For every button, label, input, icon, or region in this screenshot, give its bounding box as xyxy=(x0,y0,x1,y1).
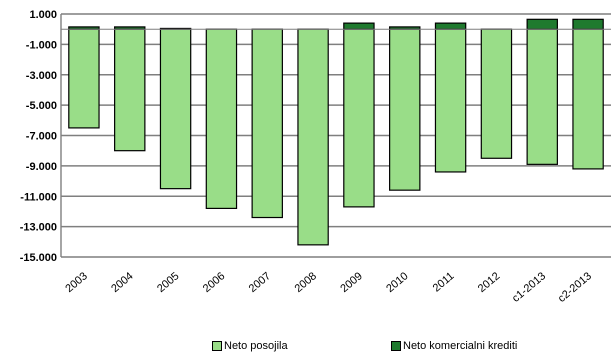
x-tick-label: 2007 xyxy=(247,270,273,295)
y-tick-label: -13.000 xyxy=(20,222,57,234)
bar-neto-komercialni-krediti xyxy=(526,18,558,30)
y-tick-label: -5.000 xyxy=(26,100,57,112)
x-tick-label: c1-2013 xyxy=(510,270,548,305)
legend-swatch-neto-posojila xyxy=(212,341,222,351)
x-tick-label: 2010 xyxy=(384,270,410,295)
legend-item-neto-komercialni-krediti: Neto komercialni krediti xyxy=(391,340,517,352)
x-tick-label: 2005 xyxy=(155,270,181,295)
y-tick-label: -11.000 xyxy=(20,191,57,203)
bar-neto-posojila xyxy=(68,28,100,129)
bar-neto-posojila xyxy=(205,28,238,209)
legend-item-neto-posojila: Neto posojila xyxy=(212,340,288,352)
x-tick-label: 2006 xyxy=(201,270,227,295)
x-tick-label: 2009 xyxy=(338,270,364,295)
bar-neto-komercialni-krediti xyxy=(434,22,467,30)
bar-neto-posojila xyxy=(343,28,375,208)
y-tick-label: -9.000 xyxy=(26,161,57,173)
bar-neto-posojila xyxy=(297,28,329,246)
x-tick-label: 2008 xyxy=(293,270,319,295)
x-tick-label: 2003 xyxy=(63,270,89,295)
y-tick-label: 1.000 xyxy=(29,9,57,21)
bar-neto-posojila xyxy=(159,28,192,190)
bar-neto-posojila xyxy=(114,28,146,152)
y-tick-label: -3.000 xyxy=(26,70,57,82)
bar-neto-posojila xyxy=(434,28,467,173)
y-tick-label: -1.000 xyxy=(26,39,57,51)
bar-neto-posojila xyxy=(480,28,513,159)
x-tick-label: 2004 xyxy=(109,270,135,295)
x-tick-label: c2-2013 xyxy=(556,270,594,305)
bar-neto-komercialni-krediti xyxy=(572,18,604,30)
bar-neto-komercialni-krediti xyxy=(343,22,375,30)
y-tick-label: -15.000 xyxy=(20,252,57,264)
x-tick-label: 2012 xyxy=(476,270,502,295)
bar-neto-posojila xyxy=(572,28,604,170)
legend-label-neto-posojila: Neto posojila xyxy=(224,340,288,352)
legend-label-neto-komercialni-krediti: Neto komercialni krediti xyxy=(403,340,518,352)
bar-neto-posojila xyxy=(251,28,283,219)
bar-neto-posojila xyxy=(389,28,421,191)
y-tick-label: -7.000 xyxy=(26,131,57,143)
bar-neto-posojila xyxy=(526,28,558,165)
x-tick-label: 2011 xyxy=(431,270,457,294)
legend-swatch-neto-komercialni-krediti xyxy=(391,341,401,351)
